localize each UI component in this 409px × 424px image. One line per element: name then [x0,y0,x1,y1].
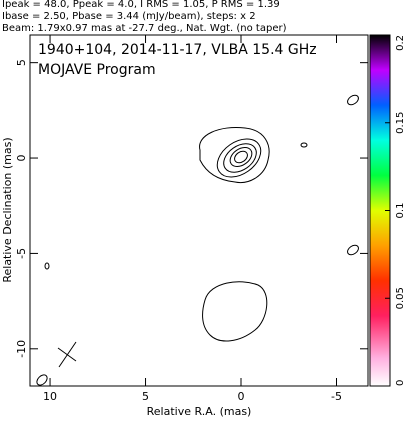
contour [229,146,253,168]
contour [300,142,308,148]
y-axis-label: Relative Declination (mas) [1,137,14,282]
colorbar-tick-label: 0.05 [395,287,406,309]
contours [36,94,359,386]
y-tick-label: -5 [15,248,28,259]
contour [202,281,268,342]
header-line: Ipeak = 48.0, Ppeak = 4.0, I RMS = 1.05,… [2,0,280,10]
header-line: Ibase = 2.50, Pbase = 3.44 (mJy/beam), s… [2,11,256,22]
contour [199,126,270,184]
beam-minor [57,347,77,362]
x-axis-label: Relative R.A. (mas) [147,405,252,418]
header-line: Beam: 1.79x0.97 mas at -27.7 deg., Nat. … [2,23,287,34]
y-tick-label: 0 [15,155,28,162]
colorbar-tick-label: 0.2 [395,35,406,51]
colorbar-tick-label: 0 [395,380,406,386]
colorbar-tick-label: 0.1 [395,203,406,219]
contour [223,143,257,173]
x-tick-label: 0 [238,390,245,403]
x-tick-label: -5 [331,390,342,403]
chart-title: 1940+104, 2014-11-17, VLBA 15.4 GHz [38,42,317,58]
contour [36,374,48,386]
contour [216,138,262,178]
contour [44,262,50,270]
contour [347,244,359,256]
colorbar-tick-label: 0.15 [395,112,406,134]
y-tick-label: 5 [15,59,28,66]
x-tick-label: 10 [43,390,57,403]
x-tick-label: 5 [142,390,149,403]
contour [347,94,359,106]
plot-frame [29,34,369,387]
y-tick-label: -10 [15,340,28,358]
contour [234,150,248,164]
chart-subtitle: MOJAVE Program [38,62,156,78]
